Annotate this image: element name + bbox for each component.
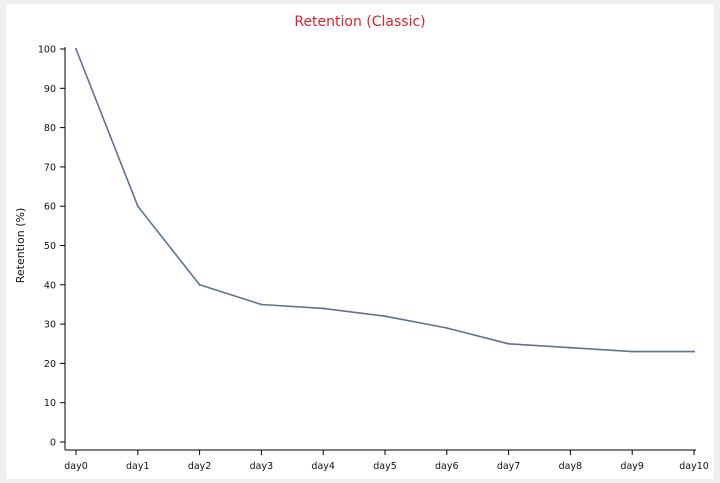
y-axis-title: Retention (%) [14, 208, 27, 284]
y-tick-label: 40 [44, 280, 56, 291]
series-line [75, 48, 694, 353]
x-tick-label: day3 [250, 461, 274, 472]
y-tick-label: 10 [44, 398, 56, 409]
y-tick-label: 50 [44, 241, 56, 252]
data-point [445, 327, 448, 330]
y-tick-label: 80 [44, 123, 56, 134]
x-tick-label: day8 [559, 461, 583, 472]
x-tick-label: day1 [126, 461, 150, 472]
data-point [631, 350, 634, 353]
y-tick-label: 20 [44, 359, 56, 370]
data-point [260, 303, 263, 306]
x-tick-label: day10 [679, 461, 709, 472]
data-point [384, 315, 386, 318]
data-point [198, 283, 201, 286]
data-point [136, 205, 139, 208]
x-tick-label: day9 [620, 461, 644, 472]
y-tick-label: 30 [44, 320, 56, 331]
series-points [75, 48, 695, 353]
x-tick-label: day7 [497, 461, 521, 472]
y-tick-label: 90 [44, 84, 56, 95]
data-point [322, 307, 325, 310]
x-tick-label: day5 [373, 461, 397, 472]
y-tick-label: 70 [44, 162, 56, 173]
y-tick-label: 100 [38, 45, 56, 56]
chart-title: Retention (Classic) [294, 14, 426, 30]
x-tick-label: day4 [311, 461, 335, 472]
data-point [693, 350, 695, 353]
x-tick-label: day6 [435, 461, 459, 472]
y-axis-ticks: 0 10 20 30 40 50 60 70 80 90 100 [38, 45, 65, 449]
data-point [507, 342, 510, 345]
data-point [75, 48, 77, 50]
x-axis-ticks: day0 day1 day2 day3 day4 day5 day6 day7 day8 day9… [64, 450, 709, 472]
x-tick-label: day2 [188, 461, 212, 472]
x-tick-label: day0 [64, 461, 88, 472]
data-point [569, 346, 572, 349]
y-tick-label: 0 [50, 438, 56, 449]
chart-panel: Retention (Classic) 0 10 20 30 40 50 60 70 80 90 1… [6, 4, 714, 479]
y-tick-label: 60 [44, 202, 56, 213]
